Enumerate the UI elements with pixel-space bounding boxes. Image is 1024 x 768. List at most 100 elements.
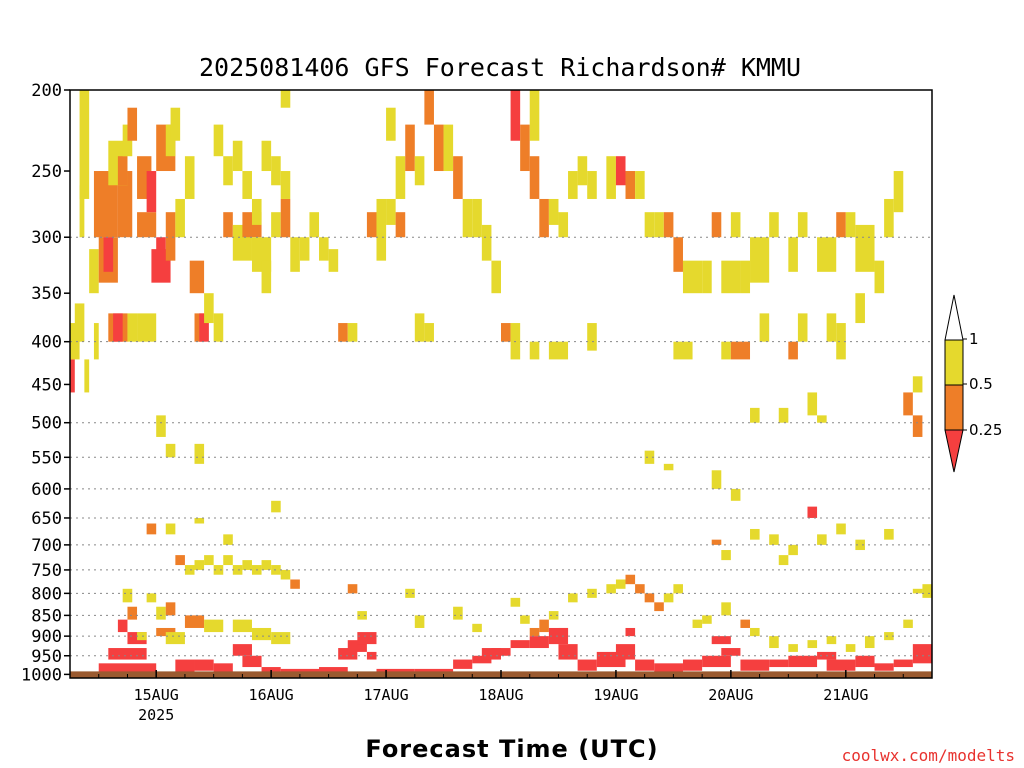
data-cell: [328, 249, 339, 272]
data-cell: [874, 663, 894, 671]
data-cell: [113, 313, 123, 342]
data-cell: [568, 171, 578, 199]
data-cell: [117, 619, 128, 633]
data-cell: [223, 156, 233, 186]
data-cell: [223, 555, 233, 566]
x-tick-label: 17AUG: [363, 686, 408, 704]
data-cell: [89, 249, 99, 294]
data-cell: [232, 644, 252, 656]
y-axis: 200 250 300 350 400 450 500 550 600 650 700 750 8008…: [21, 81, 70, 685]
data-cell: [280, 90, 291, 108]
data-cell: [635, 171, 645, 199]
data-cell: [807, 392, 818, 416]
data-cell: [137, 212, 157, 238]
data-cell: [127, 107, 138, 141]
y-tick-label: 950: [31, 647, 62, 667]
data-cell: [654, 212, 664, 238]
data-cell: [271, 500, 281, 513]
data-cell: [903, 619, 913, 628]
data-cell: [797, 313, 808, 342]
data-cell: [663, 212, 674, 238]
data-cell: [453, 659, 473, 669]
data-cell: [146, 523, 157, 535]
data-cell: [376, 224, 387, 261]
data-cell: [232, 140, 243, 172]
data-cell: [769, 659, 789, 668]
data-cell: [271, 212, 281, 238]
y-tick-label: 550: [31, 448, 62, 468]
data-cell: [750, 627, 760, 637]
legend-swatch: [944, 384, 964, 431]
data-cell: [548, 627, 569, 645]
data-cell: [103, 237, 114, 272]
data-cell: [826, 636, 837, 645]
data-cell: [615, 156, 626, 186]
data-cell: [481, 224, 492, 261]
data-cell: [338, 648, 358, 660]
data-cell: [405, 588, 415, 598]
data-cell: [290, 237, 300, 272]
legend: 1 0.5 0.25: [944, 294, 1002, 473]
data-cell: [740, 619, 751, 628]
data-cell: [788, 644, 798, 652]
data-cell: [539, 619, 549, 633]
data-cell: [855, 293, 865, 324]
data-cell: [577, 156, 588, 186]
data-cell: [175, 555, 185, 566]
data-cell: [462, 198, 473, 238]
data-cell: [912, 415, 923, 437]
data-cell: [606, 156, 616, 199]
data-cell: [165, 523, 176, 535]
data-cell: [788, 655, 818, 668]
data-cell: [682, 260, 703, 294]
data-cell: [845, 644, 856, 652]
data-cell: [386, 198, 396, 225]
data-cell: [242, 560, 252, 570]
data-cell: [213, 313, 224, 342]
data-cell: [750, 407, 760, 423]
data-cell: [232, 619, 252, 633]
data-cell: [491, 260, 501, 294]
data-cell: [84, 359, 90, 393]
data-cell: [510, 597, 521, 607]
data-cell: [529, 636, 549, 649]
data-cell: [548, 611, 559, 620]
y-tick-label: 900: [31, 627, 62, 647]
data-cell: [826, 659, 856, 671]
credit-text[interactable]: coolwx.com/modelts: [842, 746, 1015, 765]
data-cell: [807, 506, 818, 518]
data-cell: [194, 313, 205, 342]
data-cell: [663, 593, 674, 603]
data-cell: [137, 632, 147, 641]
data-cell: [903, 392, 913, 416]
data-cell: [280, 198, 291, 238]
data-cell: [855, 539, 865, 551]
data-cell: [213, 565, 224, 575]
data-cell: [405, 124, 415, 172]
data-cell: [721, 550, 731, 561]
data-cell: [587, 588, 597, 598]
data-cell: [424, 90, 434, 125]
data-cell: [912, 644, 932, 664]
data-cell: [587, 323, 597, 351]
data-cell: [855, 224, 875, 272]
data-cell: [189, 260, 205, 294]
data-cell: [721, 648, 741, 656]
data-cell: [711, 470, 722, 489]
legend-swatch: [944, 339, 964, 386]
data-cell: [175, 198, 185, 238]
data-cell: [93, 323, 99, 360]
plot-background: [70, 90, 932, 678]
data-cell: [884, 198, 894, 238]
data-cell: [280, 171, 291, 199]
data-cell: [156, 415, 166, 437]
data-cell: [558, 212, 569, 238]
data-cell: [702, 655, 731, 668]
data-cell: [587, 171, 597, 199]
y-tick-label: 650: [31, 509, 62, 529]
data-cell: [127, 313, 138, 342]
data-cell: [797, 212, 808, 238]
data-cell: [836, 212, 846, 238]
data-cell: [826, 313, 837, 342]
